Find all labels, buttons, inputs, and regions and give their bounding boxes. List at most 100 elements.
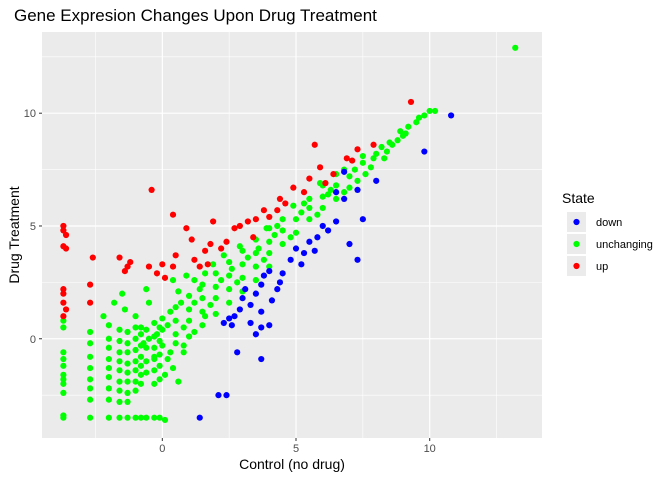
point-unchanging — [105, 374, 112, 381]
point-unchanging — [252, 277, 260, 284]
point-down — [258, 281, 265, 288]
point-unchanging — [234, 279, 241, 286]
point-down — [447, 112, 455, 119]
y-axis-title: Drug Treatment — [6, 186, 22, 283]
point-down — [324, 227, 332, 234]
point-up — [116, 254, 123, 261]
point-unchanging — [306, 216, 313, 223]
point-unchanging — [255, 245, 262, 252]
point-unchanging — [199, 295, 206, 302]
point-unchanging — [306, 195, 313, 203]
point-unchanging — [298, 209, 305, 216]
point-unchanging — [60, 362, 67, 369]
point-unchanging — [145, 299, 153, 306]
point-unchanging — [389, 141, 396, 148]
point-up — [60, 227, 67, 234]
point-unchanging — [116, 378, 123, 385]
point-unchanging — [367, 164, 374, 171]
legend-marker-up — [573, 262, 580, 270]
point-unchanging — [156, 337, 163, 345]
point-unchanging — [212, 310, 219, 318]
point-unchanging — [306, 204, 313, 212]
point-unchanging — [207, 301, 214, 309]
legend-label-up: up — [596, 261, 608, 273]
point-unchanging — [121, 306, 128, 313]
legend: State down unchanging up — [562, 190, 653, 276]
point-unchanging — [180, 349, 187, 356]
point-unchanging — [290, 202, 297, 209]
point-unchanging — [512, 44, 519, 51]
point-up — [407, 98, 415, 106]
point-unchanging — [319, 204, 326, 212]
y-tick-label: 5 — [30, 221, 36, 233]
point-unchanging — [137, 362, 145, 369]
point-unchanging — [151, 319, 158, 327]
point-unchanging — [324, 191, 332, 198]
point-unchanging — [116, 387, 123, 394]
point-unchanging — [421, 112, 428, 119]
point-up — [89, 254, 96, 261]
x-axis: 0 5 10 — [159, 438, 436, 455]
y-tick-label: 0 — [30, 334, 36, 346]
point-unchanging — [105, 355, 112, 363]
point-up — [191, 256, 198, 263]
point-unchanging — [239, 274, 246, 281]
point-unchanging — [143, 414, 150, 421]
legend-label-unchanging: unchanging — [596, 239, 653, 251]
point-down — [266, 322, 273, 329]
point-unchanging — [137, 353, 145, 360]
point-up — [354, 146, 361, 153]
point-unchanging — [164, 355, 171, 363]
point-unchanging — [212, 295, 219, 302]
point-up — [60, 222, 67, 230]
point-unchanging — [191, 277, 198, 284]
x-axis-title: Control (no drug) — [239, 456, 345, 472]
point-down — [276, 279, 284, 286]
point-unchanging — [359, 159, 366, 166]
point-unchanging — [151, 367, 158, 374]
point-unchanging — [156, 414, 163, 421]
point-unchanging — [124, 414, 131, 421]
y-axis: 0 5 10 — [24, 108, 42, 346]
legend-entries: down unchanging up — [567, 212, 653, 276]
point-unchanging — [175, 288, 182, 295]
point-down — [252, 290, 260, 297]
point-unchanging — [252, 249, 260, 257]
point-unchanging — [161, 416, 169, 424]
point-up — [223, 238, 230, 245]
point-up — [159, 261, 166, 268]
point-unchanging — [172, 331, 179, 338]
point-unchanging — [156, 362, 163, 369]
point-down — [341, 168, 348, 175]
legend-title: State — [562, 190, 595, 206]
point-unchanging — [105, 385, 112, 392]
point-unchanging — [220, 252, 227, 259]
point-up — [260, 207, 268, 214]
point-down — [215, 392, 222, 399]
point-unchanging — [185, 317, 193, 324]
point-unchanging — [124, 389, 131, 396]
point-unchanging — [156, 351, 163, 358]
legend-marker-unchanging — [573, 240, 580, 248]
point-up — [153, 270, 161, 277]
point-up — [145, 263, 153, 270]
point-down — [258, 355, 265, 363]
chart-title: Gene Expresion Changes Upon Drug Treatme… — [14, 6, 377, 25]
point-unchanging — [199, 322, 206, 329]
point-unchanging — [279, 216, 286, 223]
point-unchanging — [381, 155, 388, 162]
point-down — [268, 297, 276, 304]
point-unchanging — [202, 313, 209, 320]
point-unchanging — [196, 286, 203, 293]
point-unchanging — [333, 195, 340, 203]
point-unchanging — [413, 119, 420, 126]
point-unchanging — [143, 369, 150, 376]
point-unchanging — [359, 152, 366, 160]
point-unchanging — [60, 376, 67, 383]
point-unchanging — [60, 380, 67, 387]
point-unchanging — [156, 376, 163, 383]
point-unchanging — [87, 385, 94, 392]
point-unchanging — [105, 322, 112, 329]
point-unchanging — [402, 130, 409, 137]
point-up — [202, 247, 209, 254]
